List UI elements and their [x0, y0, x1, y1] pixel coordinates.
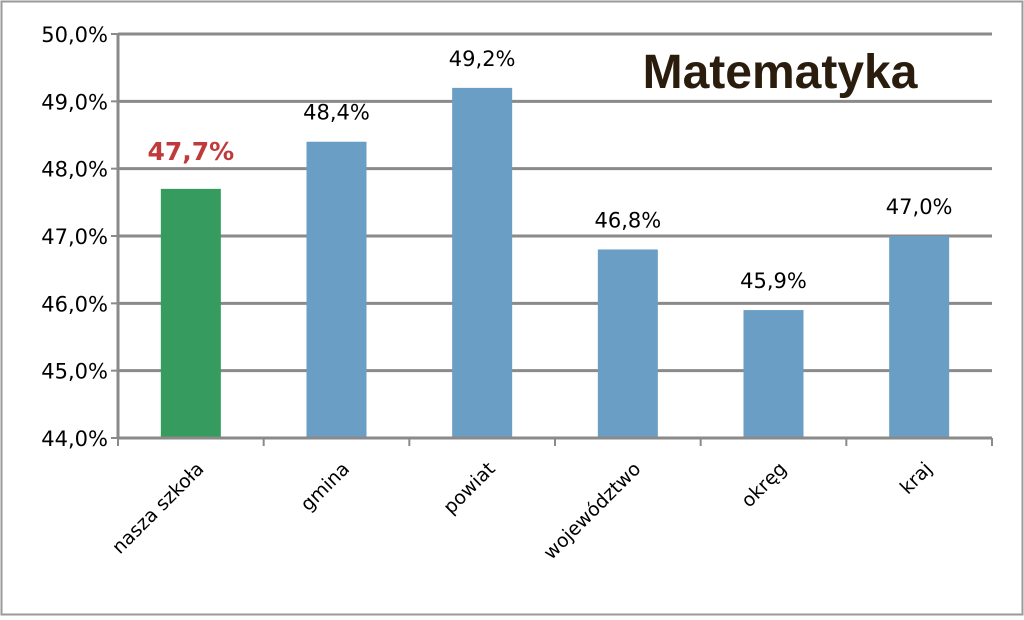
y-tick-label: 47,0% — [41, 225, 108, 249]
y-tick-label: 44,0% — [41, 427, 108, 451]
bar — [306, 141, 367, 438]
y-tick-label: 50,0% — [41, 23, 108, 47]
data-label: 46,8% — [594, 208, 661, 232]
y-tick-label: 46,0% — [41, 292, 108, 316]
data-label: 49,2% — [449, 47, 516, 71]
bar — [452, 87, 513, 438]
y-tick-label: 49,0% — [41, 90, 108, 114]
data-label: 47,7% — [147, 137, 234, 166]
data-label: 45,9% — [740, 269, 807, 293]
chart-title: Matematyka — [643, 46, 918, 99]
bar — [743, 310, 804, 438]
y-tick-label: 48,0% — [41, 158, 108, 182]
data-label: 47,0% — [886, 195, 953, 219]
y-tick-label: 45,0% — [41, 360, 108, 384]
bar — [597, 249, 658, 438]
bar — [160, 188, 221, 438]
data-label: 48,4% — [303, 101, 370, 125]
bar — [889, 236, 950, 438]
